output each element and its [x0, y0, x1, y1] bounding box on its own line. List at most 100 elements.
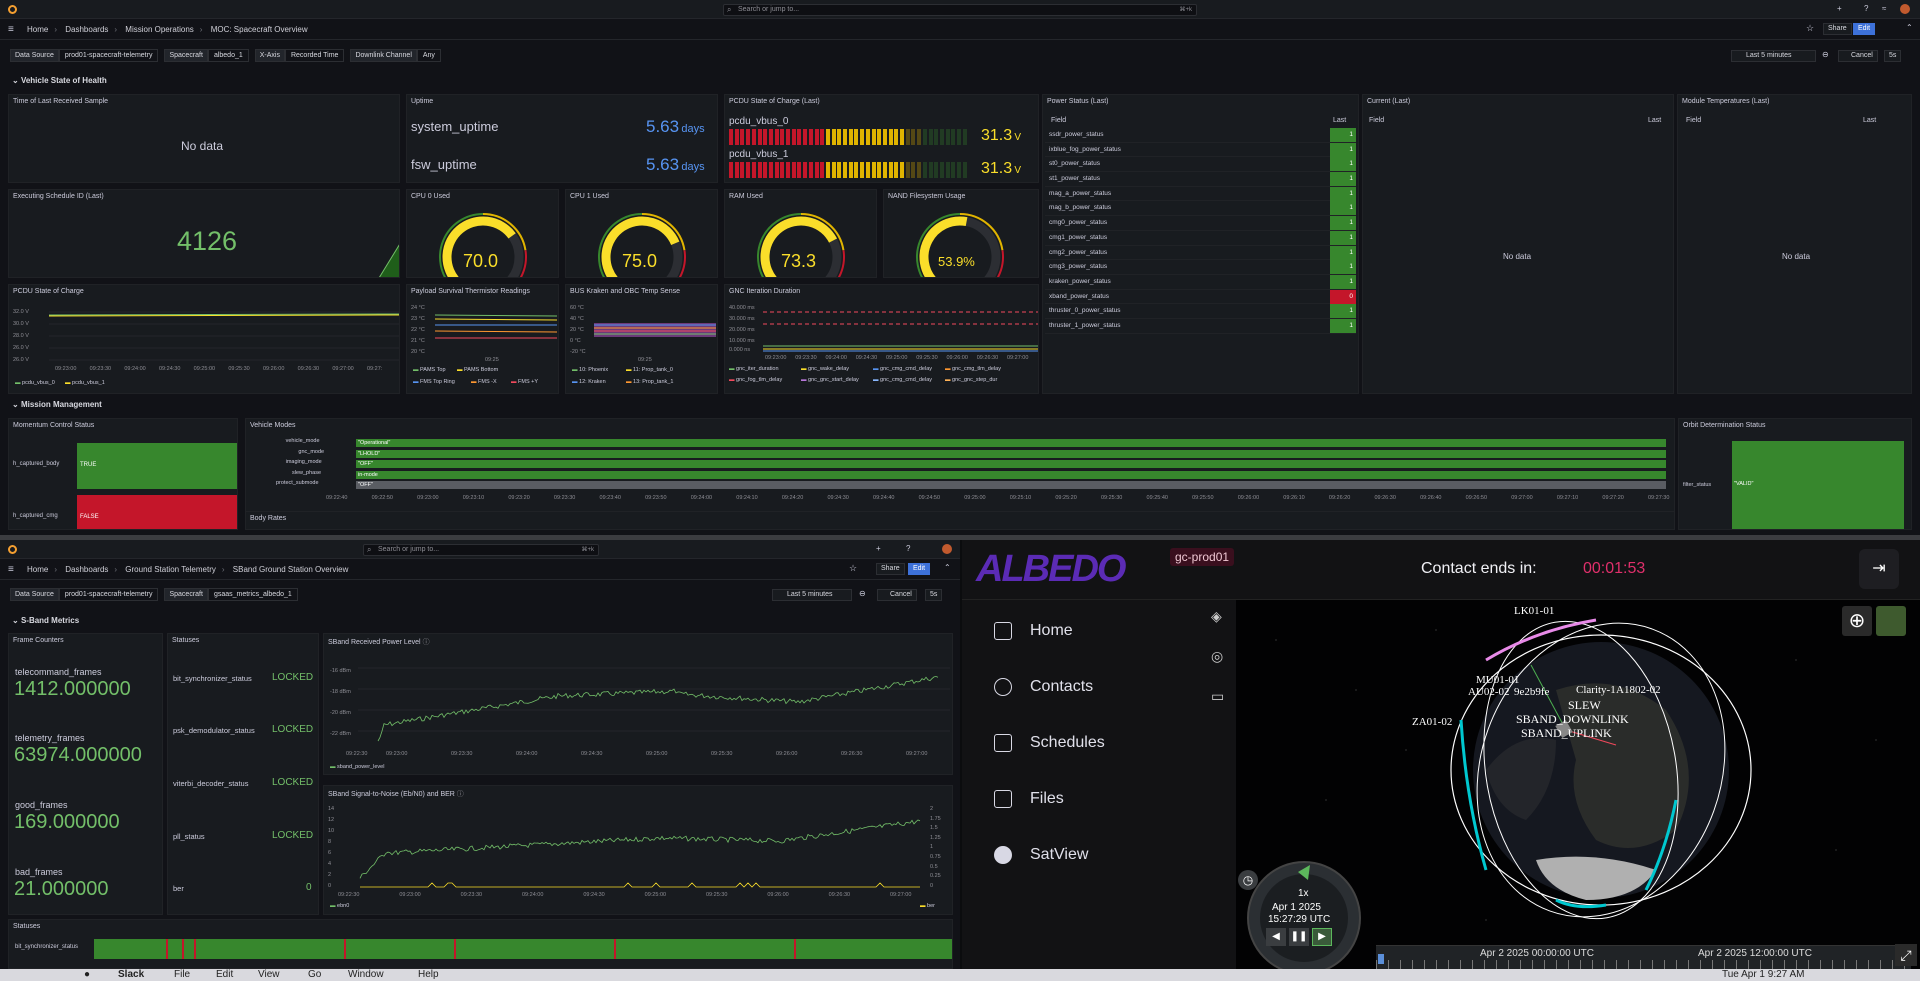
table-header-field[interactable]: Field — [1051, 117, 1067, 124]
zoom-out-icon[interactable]: ⊖ — [859, 589, 866, 598]
news-icon[interactable]: ≈ — [1882, 4, 1887, 13]
cancel-button[interactable]: Cancel — [877, 589, 917, 601]
satellite-label[interactable]: Clarity-1 — [1576, 684, 1616, 696]
legend-item[interactable]: ▬ ber — [920, 903, 935, 909]
cancel-button[interactable]: Cancel — [1838, 50, 1878, 62]
help-icon[interactable]: ? — [1864, 4, 1869, 13]
legend-item[interactable]: ▬ sband_power_level — [330, 764, 385, 770]
menu-app-name[interactable]: Slack — [118, 969, 145, 980]
table-header-field[interactable]: Field — [1686, 117, 1702, 124]
legend-item[interactable]: ▬ gnc_fog_tlm_delay — [729, 377, 783, 383]
help-icon[interactable]: ? — [906, 544, 911, 553]
legend-item[interactable]: ▬ gnc_gnc_start_delay — [801, 377, 859, 383]
satellite-label[interactable]: 9e2b9fe — [1514, 686, 1550, 698]
zoom-out-icon[interactable]: ⊖ — [1822, 50, 1829, 59]
menu-icon[interactable]: ≡ — [8, 24, 14, 35]
nav-schedules[interactable]: Schedules — [962, 721, 1202, 765]
apple-icon[interactable]: ● — [84, 969, 91, 980]
nav-home[interactable]: Home — [962, 609, 1202, 653]
menu-edit[interactable]: Edit — [216, 969, 234, 980]
logout-icon[interactable]: ⇥ — [1859, 549, 1899, 589]
breadcrumb-home[interactable]: Home — [27, 25, 49, 34]
legend-item[interactable]: ▬ gnc_wake_delay — [801, 366, 850, 372]
reverse-button[interactable]: ◀ — [1266, 928, 1286, 946]
info-icon[interactable]: ⓘ — [422, 639, 430, 646]
legend-item[interactable]: ▬ gnc_iter_duration — [729, 366, 779, 372]
clock-reset-icon[interactable]: ◷ — [1238, 870, 1258, 890]
menu-view[interactable]: View — [258, 969, 280, 980]
table-header-last[interactable]: Last — [1863, 117, 1877, 124]
legend-item[interactable]: ▬ ebn0 — [330, 903, 350, 909]
table-header-last[interactable]: Last — [1333, 117, 1347, 124]
grafana-logo-icon[interactable] — [8, 5, 17, 14]
plus-icon[interactable]: + — [1837, 4, 1842, 13]
menu-icon[interactable]: ≡ — [8, 564, 14, 575]
legend-item[interactable]: ▬ 11: Prop_tank_0 — [626, 367, 673, 373]
timeline-needle[interactable] — [1378, 954, 1384, 964]
var-select-downlink[interactable]: Any — [416, 49, 441, 62]
collapse-icon[interactable]: ⌃ — [1906, 23, 1913, 32]
avatar[interactable] — [1900, 4, 1910, 14]
satellite-label[interactable]: AU02-02 — [1468, 686, 1510, 698]
legend-item[interactable]: ▬ gnc_gnc_step_dur — [945, 377, 998, 383]
edit-button[interactable]: Edit — [908, 563, 931, 575]
legend-item[interactable]: ▬ 13: Prop_tank_1 — [626, 379, 674, 385]
legend-item[interactable]: ▬ PAMS Bottom — [457, 367, 499, 373]
fullscreen-icon[interactable]: ⤢ — [1895, 944, 1917, 966]
share-button[interactable]: Share — [876, 563, 905, 575]
legend-item[interactable]: ▬ FMS +Y — [511, 379, 539, 385]
legend-item[interactable]: ▬ pcdu_vbus_1 — [65, 380, 105, 386]
var-select-spacecraft[interactable]: albedo_1 — [207, 49, 249, 62]
var-select-spacecraft[interactable]: gsaas_metrics_albedo_1 — [207, 588, 298, 601]
collapse-icon[interactable]: ⌃ — [944, 563, 951, 572]
legend-item[interactable]: ▬ pcdu_vbus_0 — [15, 380, 55, 386]
row-mission-management[interactable]: ⌄ Mission Management — [12, 400, 102, 409]
satellite-label[interactable]: MU01-01 — [1476, 674, 1520, 686]
pause-button[interactable]: ❚❚ — [1289, 928, 1309, 946]
refresh-interval[interactable]: 5s — [1884, 50, 1902, 62]
globe-view-button[interactable]: ⊕ — [1842, 606, 1872, 636]
menu-go[interactable]: Go — [308, 969, 322, 980]
breadcrumb-folder[interactable]: Ground Station Telemetry — [125, 565, 216, 574]
layers-icon[interactable]: ◈ — [1211, 608, 1222, 624]
search-input[interactable]: Search or jump to... ⌘+k — [723, 4, 1197, 16]
row-sband[interactable]: ⌄ S-Band Metrics — [12, 616, 80, 625]
time-range-picker[interactable]: Last 5 minutes — [1731, 50, 1816, 62]
breadcrumb-dashboards[interactable]: Dashboards — [65, 565, 109, 574]
legend-item[interactable]: ▬ FMS -X — [471, 379, 497, 385]
info-icon[interactable]: ⓘ — [456, 791, 464, 798]
legend-item[interactable]: ▬ PAMS Top — [413, 367, 446, 373]
search-input[interactable]: Search or jump to... ⌘+k — [363, 544, 599, 556]
play-button[interactable]: ▶ — [1312, 928, 1332, 946]
legend-item[interactable]: ▬ gnc_cmg_cmd_delay — [873, 366, 933, 372]
var-select-xaxis[interactable]: Recorded Time — [284, 49, 345, 62]
breadcrumb-home[interactable]: Home — [27, 565, 49, 574]
avatar[interactable] — [942, 544, 952, 554]
timeline-bar[interactable]: Apr 2 2025 00:00:00 UTC Apr 2 2025 12:00… — [1376, 945, 1911, 969]
nav-files[interactable]: Files — [962, 777, 1202, 821]
compass-icon[interactable]: ◎ — [1211, 648, 1224, 664]
menu-help[interactable]: Help — [418, 969, 439, 980]
var-select-datasource[interactable]: prod01-spacecraft-telemetry — [58, 49, 159, 62]
nav-satview[interactable]: SatView — [962, 833, 1202, 877]
table-header-field[interactable]: Field — [1369, 117, 1385, 124]
breadcrumb-folder[interactable]: Mission Operations — [125, 25, 194, 34]
plus-icon[interactable]: + — [876, 544, 881, 553]
satellite-label[interactable]: A1802-02 — [1616, 684, 1661, 696]
breadcrumb-dashboards[interactable]: Dashboards — [65, 25, 109, 34]
table-header-last[interactable]: Last — [1648, 117, 1662, 124]
nav-contacts[interactable]: Contacts — [962, 665, 1202, 709]
star-icon[interactable]: ☆ — [1806, 23, 1815, 33]
time-range-picker[interactable]: Last 5 minutes — [772, 589, 852, 601]
legend-item[interactable]: ▬ gnc_cmg_cmd_delay — [873, 377, 933, 383]
var-select-datasource[interactable]: prod01-spacecraft-telemetry — [58, 588, 159, 601]
menu-file[interactable]: File — [174, 969, 191, 980]
row-vehicle-state[interactable]: ⌄ Vehicle State of Health — [12, 76, 107, 85]
satview-globe[interactable]: LK01-01 MU01-01 AU02-02 9e2b9fe Clarity-… — [1236, 600, 1920, 969]
edit-button[interactable]: Edit — [1853, 23, 1876, 35]
satellite-label[interactable]: LK01-01 — [1514, 605, 1555, 617]
albedo-logo[interactable]: ALBEDO — [976, 548, 1126, 590]
share-button[interactable]: Share — [1823, 23, 1852, 35]
refresh-interval[interactable]: 5s — [925, 589, 943, 601]
legend-item[interactable]: ▬ 12: Kraken — [572, 379, 606, 385]
